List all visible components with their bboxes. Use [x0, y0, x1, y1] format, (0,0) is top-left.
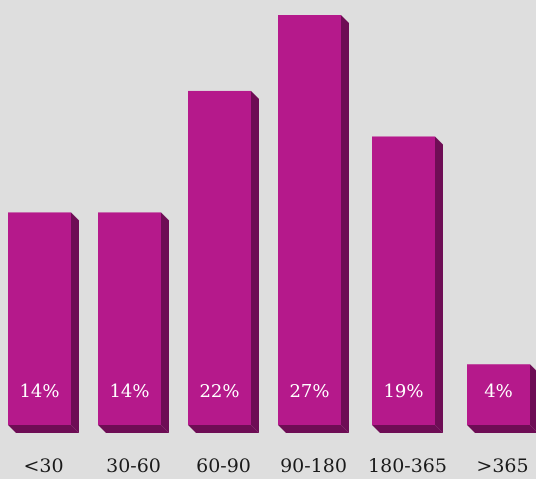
- bar-3-front: [278, 15, 341, 425]
- x-tick-label: 90-180: [280, 455, 347, 477]
- bar-4-front: [372, 136, 435, 425]
- x-tick-label: 60-90: [196, 455, 251, 477]
- value-label: 22%: [199, 381, 239, 402]
- bar-2: 22%: [188, 90, 259, 433]
- value-label: 4%: [484, 381, 513, 402]
- bar-3-bottom: [278, 425, 349, 433]
- bar-1: 14%: [98, 212, 169, 433]
- bar-0-bottom: [8, 425, 79, 433]
- bar-0: 14%: [8, 212, 79, 433]
- bar-4-side: [435, 136, 443, 433]
- bar-3-side: [341, 15, 349, 433]
- bar-2-side: [251, 90, 259, 433]
- bar-4-bottom: [372, 425, 443, 433]
- bar-5-front: [467, 364, 530, 425]
- bar-5: 4%: [467, 364, 536, 433]
- bar-3: 27%: [278, 15, 349, 433]
- bar-5-bottom: [467, 425, 536, 433]
- bar-1-front: [98, 212, 161, 425]
- bar-2-front: [188, 90, 251, 425]
- bar-5-side: [530, 364, 536, 431]
- x-tick-label: 180-365: [368, 455, 447, 477]
- x-tick-label: >365: [476, 455, 528, 477]
- x-tick-label: 30-60: [106, 455, 161, 477]
- bar-0-side: [71, 212, 79, 433]
- bar-1-side: [161, 212, 169, 433]
- value-label: 14%: [19, 381, 59, 402]
- x-tick-label: <30: [23, 455, 63, 477]
- bar-1-bottom: [98, 425, 169, 433]
- value-label: 19%: [383, 381, 423, 402]
- value-label: 14%: [109, 381, 149, 402]
- bar-4: 19%: [372, 136, 443, 433]
- value-label: 27%: [289, 381, 329, 402]
- bar-2-bottom: [188, 425, 259, 433]
- bar-0-front: [8, 212, 71, 425]
